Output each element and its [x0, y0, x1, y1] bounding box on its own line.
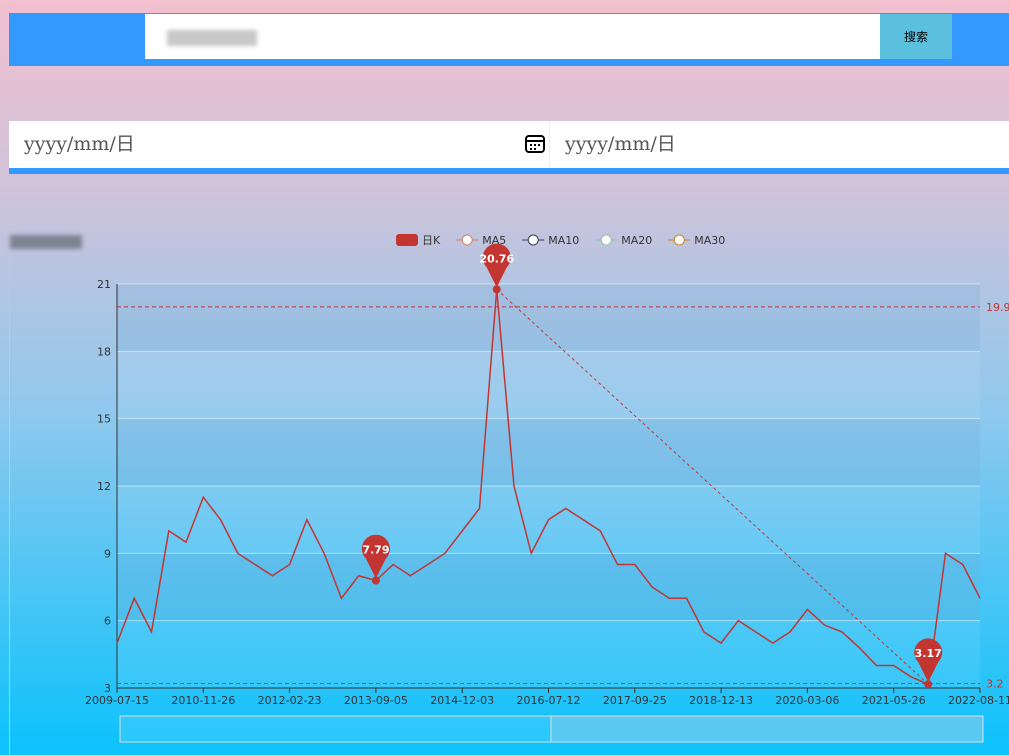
mark-pin — [914, 638, 943, 683]
legend-dot — [600, 234, 612, 246]
x-tick-label: 2020-03-06 — [775, 694, 839, 707]
blurred-text — [10, 235, 82, 249]
price-line — [116, 289, 981, 686]
x-tick-label: 2013-09-05 — [344, 694, 408, 707]
x-tick-label: 2022-08-11 — [948, 694, 1009, 707]
legend-swatch — [396, 234, 418, 246]
legend-dot — [527, 234, 539, 246]
mark-point-label: 3.17 — [915, 647, 942, 660]
x-tick-label: 2009-07-15 — [85, 694, 149, 707]
y-tick-label: 3 — [104, 682, 111, 695]
y-tick-label: 21 — [97, 278, 111, 291]
search-input[interactable] — [145, 14, 880, 59]
x-tick-label: 2016-07-12 — [517, 694, 581, 707]
x-tick-label: 2018-12-13 — [689, 694, 753, 707]
x-tick-label: 2017-09-25 — [603, 694, 667, 707]
legend-dot — [673, 234, 685, 246]
mark-point: 7.79 — [361, 534, 390, 579]
y-tick-label: 15 — [97, 413, 111, 426]
grid-band — [117, 620, 980, 688]
grid-band — [117, 418, 980, 486]
grid-band — [117, 351, 980, 419]
search-button[interactable]: 搜索 — [880, 14, 952, 59]
legend-label: MA5 — [482, 234, 506, 247]
mark-pin — [361, 534, 390, 579]
grid-band — [117, 553, 980, 621]
mark-line-label: 3.2 — [986, 678, 1004, 691]
legend-label: MA10 — [548, 234, 579, 247]
x-tick-label: 2021-05-26 — [862, 694, 926, 707]
mark-line-label: 19.98 — [986, 301, 1009, 314]
calendar-icon[interactable] — [525, 134, 545, 154]
y-tick-label: 6 — [104, 615, 111, 628]
data-zoom-selection — [550, 715, 984, 743]
blurred-text — [167, 30, 257, 46]
legend-label: MA30 — [694, 234, 725, 247]
y-tick-label: 12 — [97, 480, 111, 493]
mark-point-label: 7.79 — [362, 543, 389, 556]
mark-point-label: 20.76 — [479, 252, 514, 265]
x-tick-label: 2012-02-23 — [258, 694, 322, 707]
grid-band — [117, 284, 980, 352]
mark-dot — [371, 576, 380, 585]
chart-panel — [9, 229, 1009, 756]
mark-pin — [482, 243, 511, 288]
date-input[interactable]: yyyy/mm/日 — [24, 133, 135, 155]
trend-line — [496, 289, 929, 685]
date-range: yyyy/mm/日 yyyy/mm/日 — [9, 121, 1009, 174]
date-input[interactable]: yyyy/mm/日 — [565, 133, 676, 155]
search-bar: 搜索 — [9, 13, 1009, 66]
x-tick-label: 2010-11-26 — [171, 694, 235, 707]
mark-point: 20.76 — [479, 243, 514, 288]
legend-dot — [461, 234, 473, 246]
y-tick-label: 18 — [97, 345, 111, 358]
mark-point: 3.17 — [914, 638, 943, 683]
legend-label: 日K — [422, 234, 441, 247]
legend-label: MA20 — [621, 234, 652, 247]
y-tick-label: 9 — [104, 547, 111, 560]
x-tick-label: 2014-12-03 — [430, 694, 494, 707]
